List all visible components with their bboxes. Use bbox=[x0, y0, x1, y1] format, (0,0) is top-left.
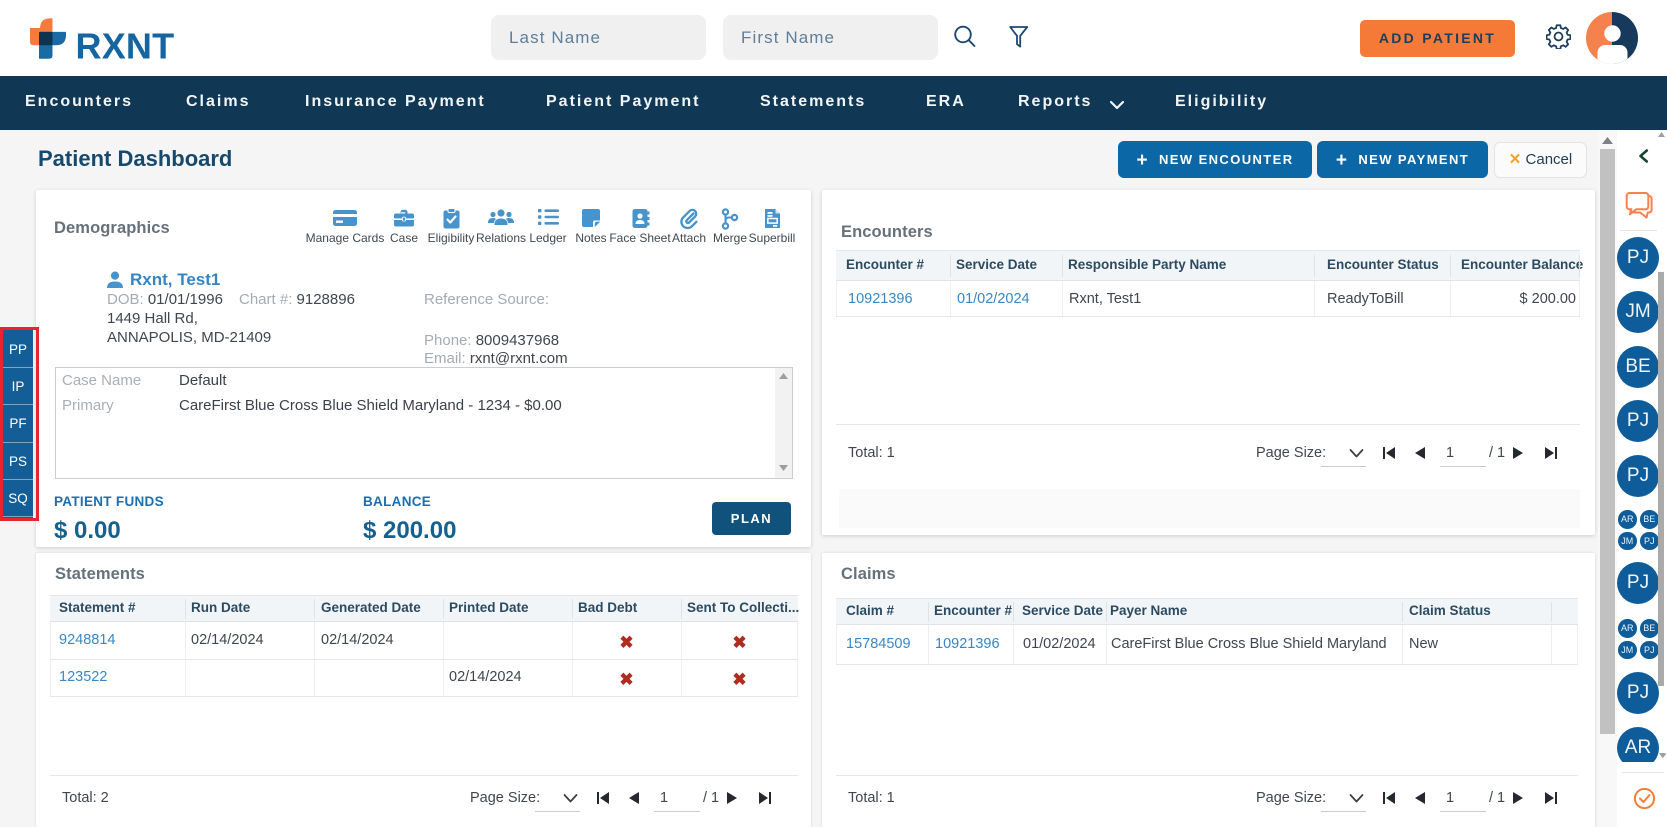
svg-text:RXNT: RXNT bbox=[76, 26, 175, 63]
